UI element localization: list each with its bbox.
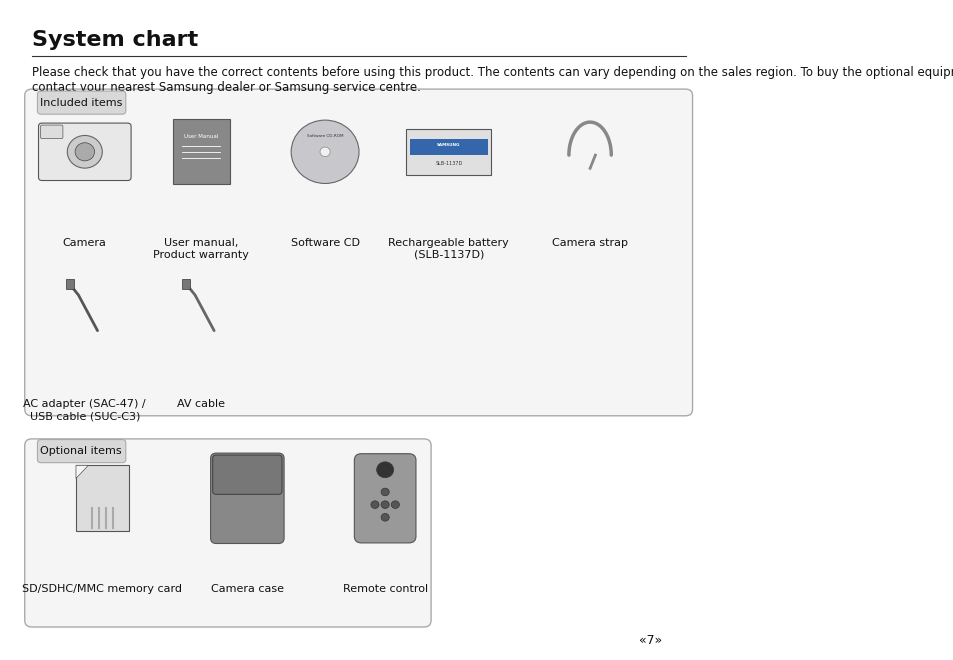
Text: contact your nearest Samsung dealer or Samsung service centre.: contact your nearest Samsung dealer or S… xyxy=(31,81,420,94)
Circle shape xyxy=(380,488,389,496)
Circle shape xyxy=(291,120,358,183)
Circle shape xyxy=(371,501,378,508)
Text: Optional items: Optional items xyxy=(40,446,122,456)
Circle shape xyxy=(380,501,389,508)
Text: SD/SDHC/MMC memory card: SD/SDHC/MMC memory card xyxy=(23,584,182,594)
Text: Please check that you have the correct contents before using this product. The c: Please check that you have the correct c… xyxy=(31,66,953,79)
Text: AV cable: AV cable xyxy=(177,399,225,409)
FancyBboxPatch shape xyxy=(37,91,126,114)
FancyBboxPatch shape xyxy=(406,129,491,175)
Text: Software CD-ROM: Software CD-ROM xyxy=(307,134,343,138)
FancyBboxPatch shape xyxy=(172,119,230,184)
Circle shape xyxy=(68,135,102,168)
Text: Camera strap: Camera strap xyxy=(552,238,627,248)
FancyBboxPatch shape xyxy=(37,440,126,463)
Text: User manual,
Product warranty: User manual, Product warranty xyxy=(153,238,249,260)
Text: SAMSUNG: SAMSUNG xyxy=(436,143,460,147)
Text: System chart: System chart xyxy=(31,30,198,50)
FancyBboxPatch shape xyxy=(76,465,129,531)
Text: AC adapter (SAC-47) /
USB cable (SUC-C3): AC adapter (SAC-47) / USB cable (SUC-C3) xyxy=(24,399,146,422)
Text: User Manual: User Manual xyxy=(184,135,218,139)
Circle shape xyxy=(319,147,330,156)
FancyBboxPatch shape xyxy=(66,279,73,289)
Text: Software CD: Software CD xyxy=(291,238,359,248)
Text: SLB-1137D: SLB-1137D xyxy=(435,161,462,166)
FancyBboxPatch shape xyxy=(25,89,692,416)
Circle shape xyxy=(75,143,94,161)
FancyBboxPatch shape xyxy=(211,453,284,544)
Circle shape xyxy=(376,462,394,478)
Circle shape xyxy=(391,501,399,508)
FancyBboxPatch shape xyxy=(354,453,416,543)
Polygon shape xyxy=(76,465,89,478)
FancyBboxPatch shape xyxy=(25,439,431,627)
Text: Rechargeable battery
(SLB-1137D): Rechargeable battery (SLB-1137D) xyxy=(388,238,509,260)
FancyBboxPatch shape xyxy=(213,455,282,494)
Text: Camera: Camera xyxy=(63,238,107,248)
FancyBboxPatch shape xyxy=(38,123,131,180)
FancyBboxPatch shape xyxy=(410,139,487,155)
Text: Remote control: Remote control xyxy=(342,584,427,594)
Text: Camera case: Camera case xyxy=(211,584,284,594)
Text: «7»: «7» xyxy=(638,634,661,647)
Text: Included items: Included items xyxy=(40,98,122,108)
Circle shape xyxy=(380,513,389,521)
FancyBboxPatch shape xyxy=(182,279,190,289)
FancyBboxPatch shape xyxy=(41,125,63,139)
